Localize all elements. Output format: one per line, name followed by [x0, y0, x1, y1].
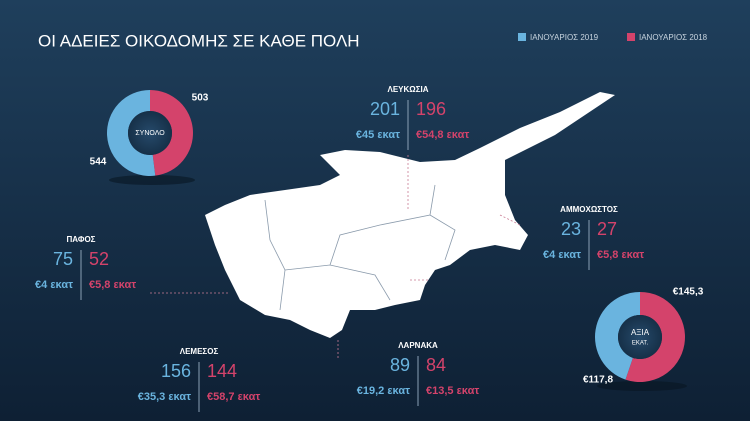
permits-2018: 144 — [207, 361, 237, 381]
district-borders — [264, 184, 456, 311]
pie-hole — [618, 315, 662, 359]
value-2019: €45 εκατ — [356, 129, 400, 141]
permits-2019: 89 — [390, 355, 410, 375]
permits-2018: 84 — [426, 355, 446, 375]
value-2019: €4 εκατ — [543, 249, 581, 261]
pie-shadow — [109, 175, 195, 185]
value-2018: €13,5 εκατ — [426, 385, 479, 397]
pie-value-label: €145,3 — [673, 287, 704, 298]
permits-2018: 27 — [597, 219, 617, 239]
pie-shadow — [597, 381, 687, 391]
permits-2018: 196 — [416, 99, 446, 119]
legend-label: ΙΑΝΟΥΑΡΙΟΣ 2019 — [530, 33, 599, 42]
title: ΟΙ ΑΔΕΙΕΣ ΟΙΚΟΔΟΜΗΣ ΣΕ ΚΑΘΕ ΠΟΛΗ — [38, 31, 360, 50]
pie-value-label: 544 — [90, 157, 107, 168]
value-2019: €19,2 εκατ — [357, 385, 410, 397]
leader-lines — [150, 155, 521, 360]
pie-value-label: €117,8 — [583, 375, 613, 386]
value-2018: €5,8 εκατ — [89, 279, 136, 291]
value-2018: €5,8 εκατ — [597, 249, 644, 261]
legend-swatch — [518, 33, 526, 41]
permits-2019: 156 — [161, 361, 191, 381]
cyprus-map — [205, 92, 615, 338]
pie-value-label: 503 — [192, 93, 209, 104]
legend-swatch — [627, 33, 635, 41]
value-2018: €58,7 εκατ — [207, 391, 260, 403]
pie-slice — [595, 292, 640, 380]
city-name: ΛΕΜΕΣΟΣ — [180, 347, 219, 356]
value-2018: €54,8 εκατ — [416, 129, 469, 141]
cities: ΛΕΥΚΩΣΙΑ 201 196 €45 εκατ €54,8 εκατ ΑΜΜΟΧΩΣΤ… — [35, 85, 644, 412]
permits-2019: 201 — [370, 99, 400, 119]
city-name: ΛΕΥΚΩΣΙΑ — [388, 85, 429, 94]
pie-slice — [150, 90, 193, 176]
pie-slice — [625, 292, 685, 382]
city-name: ΛΑΡΝΑΚΑ — [398, 341, 438, 350]
pie-center-label: ΣΥΝΟΛΟ — [135, 130, 165, 137]
pie-center-label: ΑΞΙΑ — [631, 328, 650, 337]
city-name: ΑΜΜΟΧΩΣΤΟΣ — [560, 205, 618, 214]
legend: ΙΑΝΟΥΑΡΙΟΣ 2019 ΙΑΝΟΥΑΡΙΟΣ 2018 — [518, 33, 708, 42]
pie-center-label: ΕΚΑΤ. — [632, 341, 649, 347]
pie-hole — [128, 111, 172, 155]
value-2019: €4 εκατ — [35, 279, 73, 291]
pie-slice — [106, 90, 156, 176]
value-2019: €35,3 εκατ — [138, 391, 191, 403]
legend-label: ΙΑΝΟΥΑΡΙΟΣ 2018 — [639, 33, 708, 42]
permits-2019: 23 — [561, 219, 581, 239]
permits-2019: 75 — [53, 249, 73, 269]
permits-2018: 52 — [89, 249, 109, 269]
city-name: ΠΑΦΟΣ — [67, 235, 96, 244]
